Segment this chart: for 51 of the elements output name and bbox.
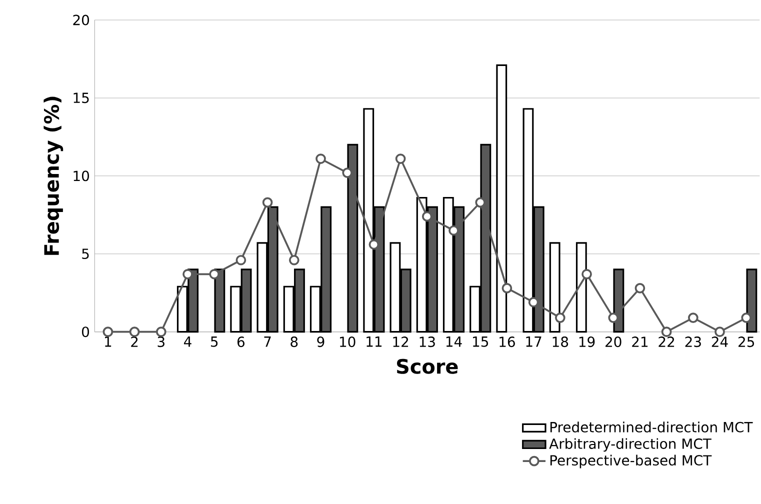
x-tick-label: 16 xyxy=(500,336,515,348)
point xyxy=(182,269,193,280)
x-tick-label: 24 xyxy=(712,336,728,347)
x-tick-label: 8 xyxy=(290,336,298,348)
x-tick-label: 6 xyxy=(237,336,244,348)
x-axis-title: Score xyxy=(397,358,458,374)
x-tick-label: 10 xyxy=(340,336,356,348)
x-tick-label: 12 xyxy=(393,336,408,347)
x-tick-label: 20 xyxy=(606,336,622,348)
x-tick-label: 13 xyxy=(420,336,435,348)
x-tick-label: 7 xyxy=(264,336,271,347)
point xyxy=(395,154,406,164)
point xyxy=(582,269,592,280)
legend-label: Predetermined-direction MCT xyxy=(550,422,753,433)
x-tick-label: 18 xyxy=(552,336,568,348)
point xyxy=(502,283,512,294)
y-tick-label: 0 xyxy=(82,326,90,338)
point xyxy=(554,312,566,324)
x-tick-label: 17 xyxy=(526,336,542,347)
x-tick-label: 22 xyxy=(658,336,674,347)
legend-label: Perspective-based MCT xyxy=(550,454,712,468)
x-tick-label: 19 xyxy=(579,336,595,348)
x-tick-label: 15 xyxy=(473,336,488,347)
point xyxy=(661,326,672,338)
y-tick-label: 20 xyxy=(73,14,90,26)
y-tick-label: 10 xyxy=(74,170,90,182)
point xyxy=(156,326,166,338)
x-tick-label: 11 xyxy=(366,336,382,347)
point xyxy=(634,283,646,294)
point xyxy=(102,326,114,338)
point xyxy=(236,255,246,266)
point xyxy=(262,197,273,208)
x-tick-label: 5 xyxy=(210,336,218,347)
y-axis-title: Frequency (%) xyxy=(44,96,64,256)
x-tick-label: 23 xyxy=(685,336,701,348)
y-tick-label: 15 xyxy=(74,92,89,104)
point xyxy=(129,326,140,338)
x-tick-label: 3 xyxy=(158,336,164,348)
point xyxy=(316,154,326,164)
x-tick-label: 21 xyxy=(632,336,648,347)
x-tick-label: 4 xyxy=(184,336,192,347)
point xyxy=(714,326,725,338)
point xyxy=(288,255,300,266)
x-tick-label: 14 xyxy=(446,336,462,347)
x-tick-label: 1 xyxy=(105,336,112,347)
x-tick-label: 25 xyxy=(738,336,754,348)
y-tick-label: 5 xyxy=(82,248,89,260)
point xyxy=(688,312,698,324)
x-tick-label: 9 xyxy=(317,336,324,348)
x-tick-label: 2 xyxy=(131,336,138,347)
legend-label: Arbitrary-direction MCT xyxy=(549,438,712,452)
